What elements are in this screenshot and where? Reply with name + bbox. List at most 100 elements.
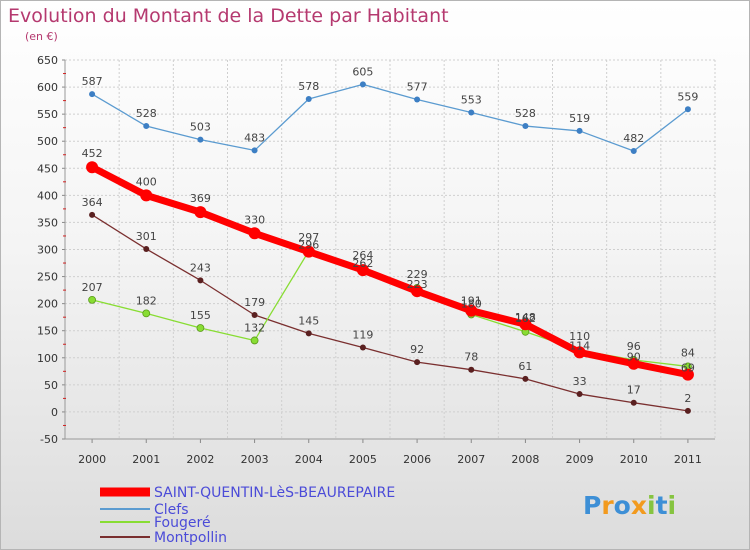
logo-letter: r <box>601 491 614 520</box>
data-label: 519 <box>569 112 590 125</box>
data-label: 69 <box>681 362 695 375</box>
data-label: 262 <box>352 257 373 270</box>
data-label: 114 <box>569 339 590 352</box>
chart-title: Evolution du Montant de la Dette par Hab… <box>8 5 449 27</box>
legend-label-saint-quentin-l-s-beaurepaire: SAINT-QUENTIN-LèS-BEAUREPAIRE <box>154 485 395 501</box>
point-saint-quentin-l-s-beaurepaire <box>519 318 532 331</box>
data-label: 528 <box>515 107 536 120</box>
proxiti-logo: Proxiti <box>583 491 676 520</box>
data-label: 605 <box>352 65 373 78</box>
grid <box>64 59 716 440</box>
data-label: 400 <box>136 175 157 188</box>
point-saint-quentin-l-s-beaurepaire <box>627 357 640 370</box>
x-tick-label: 2002 <box>186 453 214 466</box>
data-label: 90 <box>627 351 641 364</box>
x-tick-label: 2000 <box>78 453 106 466</box>
y-tick-label: 400 <box>37 189 58 202</box>
x-tick-label: 2006 <box>403 453 431 466</box>
data-label: 264 <box>352 249 373 262</box>
point-clefs <box>522 123 529 130</box>
point-montpollin <box>305 330 312 337</box>
data-label: 301 <box>136 230 157 243</box>
data-label: 119 <box>352 328 373 341</box>
point-clefs <box>197 136 204 143</box>
point-fouger <box>250 336 259 345</box>
data-label: 578 <box>298 80 319 93</box>
point-fouger <box>142 309 151 318</box>
point-saint-quentin-l-s-beaurepaire <box>86 161 99 174</box>
logo-letter: x <box>631 491 647 520</box>
x-tick-label: 2010 <box>620 453 648 466</box>
point-montpollin <box>359 344 366 351</box>
legend-label-fouger: Fougeré <box>154 515 211 531</box>
data-label: 96 <box>627 340 641 353</box>
y-tick-label: -50 <box>40 433 58 446</box>
point-clefs <box>684 106 691 113</box>
point-montpollin <box>197 277 204 284</box>
point-saint-quentin-l-s-beaurepaire <box>248 227 261 240</box>
point-saint-quentin-l-s-beaurepaire <box>194 206 207 219</box>
logo-letter: i <box>647 491 656 520</box>
series-line-saint-quentin-l-s-beaurepaire <box>90 164 689 379</box>
data-label: 229 <box>407 268 428 281</box>
data-label: 182 <box>136 294 157 307</box>
data-label: 132 <box>244 321 265 334</box>
point-saint-quentin-l-s-beaurepaire <box>573 346 586 359</box>
y-tick-label: 600 <box>37 81 58 94</box>
data-label: 162 <box>515 312 536 325</box>
data-label: 110 <box>569 330 590 343</box>
data-label: 148 <box>515 311 536 324</box>
point-saint-quentin-l-s-beaurepaire <box>465 304 478 317</box>
y-tick-label: 650 <box>37 54 58 67</box>
data-label: 17 <box>627 384 641 397</box>
data-label: 482 <box>623 132 644 145</box>
point-montpollin <box>522 375 529 382</box>
y-tick-label: 0 <box>51 406 58 419</box>
point-saint-quentin-l-s-beaurepaire <box>411 285 424 298</box>
data-label: 577 <box>407 81 428 94</box>
data-label: 61 <box>518 360 532 373</box>
chart-subtitle: (en €) <box>25 30 58 43</box>
data-label: 483 <box>244 131 265 144</box>
logo-letter: o <box>614 491 631 520</box>
data-label: 528 <box>136 107 157 120</box>
point-saint-quentin-l-s-beaurepaire <box>302 245 315 258</box>
x-tick-label: 2005 <box>349 453 377 466</box>
point-clefs <box>630 147 637 154</box>
legend: SAINT-QUENTIN-LèS-BEAUREPAIREClefsFouger… <box>100 485 395 546</box>
data-label: 155 <box>190 309 211 322</box>
point-clefs <box>468 109 475 116</box>
y-tick-label: 450 <box>37 162 58 175</box>
series <box>86 81 694 414</box>
point-montpollin <box>468 366 475 373</box>
data-label: 297 <box>298 231 319 244</box>
data-label: 369 <box>190 192 211 205</box>
y-tick-label: 300 <box>37 244 58 257</box>
data-label: 330 <box>244 213 265 226</box>
data-label: 553 <box>461 94 482 107</box>
x-tick-label: 2008 <box>511 453 539 466</box>
x-tick-label: 2003 <box>241 453 269 466</box>
data-label: 452 <box>82 147 103 160</box>
series-line-montpollin <box>91 214 689 412</box>
point-montpollin <box>251 312 258 319</box>
x-tick-label: 2001 <box>132 453 160 466</box>
y-tick-label: 350 <box>37 216 58 229</box>
x-tick-label: 2009 <box>566 453 594 466</box>
point-montpollin <box>630 399 637 406</box>
point-clefs <box>143 123 150 130</box>
x-tick-label: 2007 <box>457 453 485 466</box>
data-label: 180 <box>461 298 482 311</box>
data-label: 559 <box>677 90 698 103</box>
x-tick-label: 2011 <box>674 453 702 466</box>
point-montpollin <box>684 407 691 414</box>
point-montpollin <box>414 359 421 366</box>
legend-label-montpollin: Montpollin <box>154 530 227 546</box>
point-clefs <box>359 81 366 88</box>
logo-letter: P <box>583 491 601 520</box>
x-tick-label: 2004 <box>295 453 323 466</box>
data-label: 587 <box>82 75 103 88</box>
point-montpollin <box>576 391 583 398</box>
data-label: 364 <box>82 196 103 209</box>
